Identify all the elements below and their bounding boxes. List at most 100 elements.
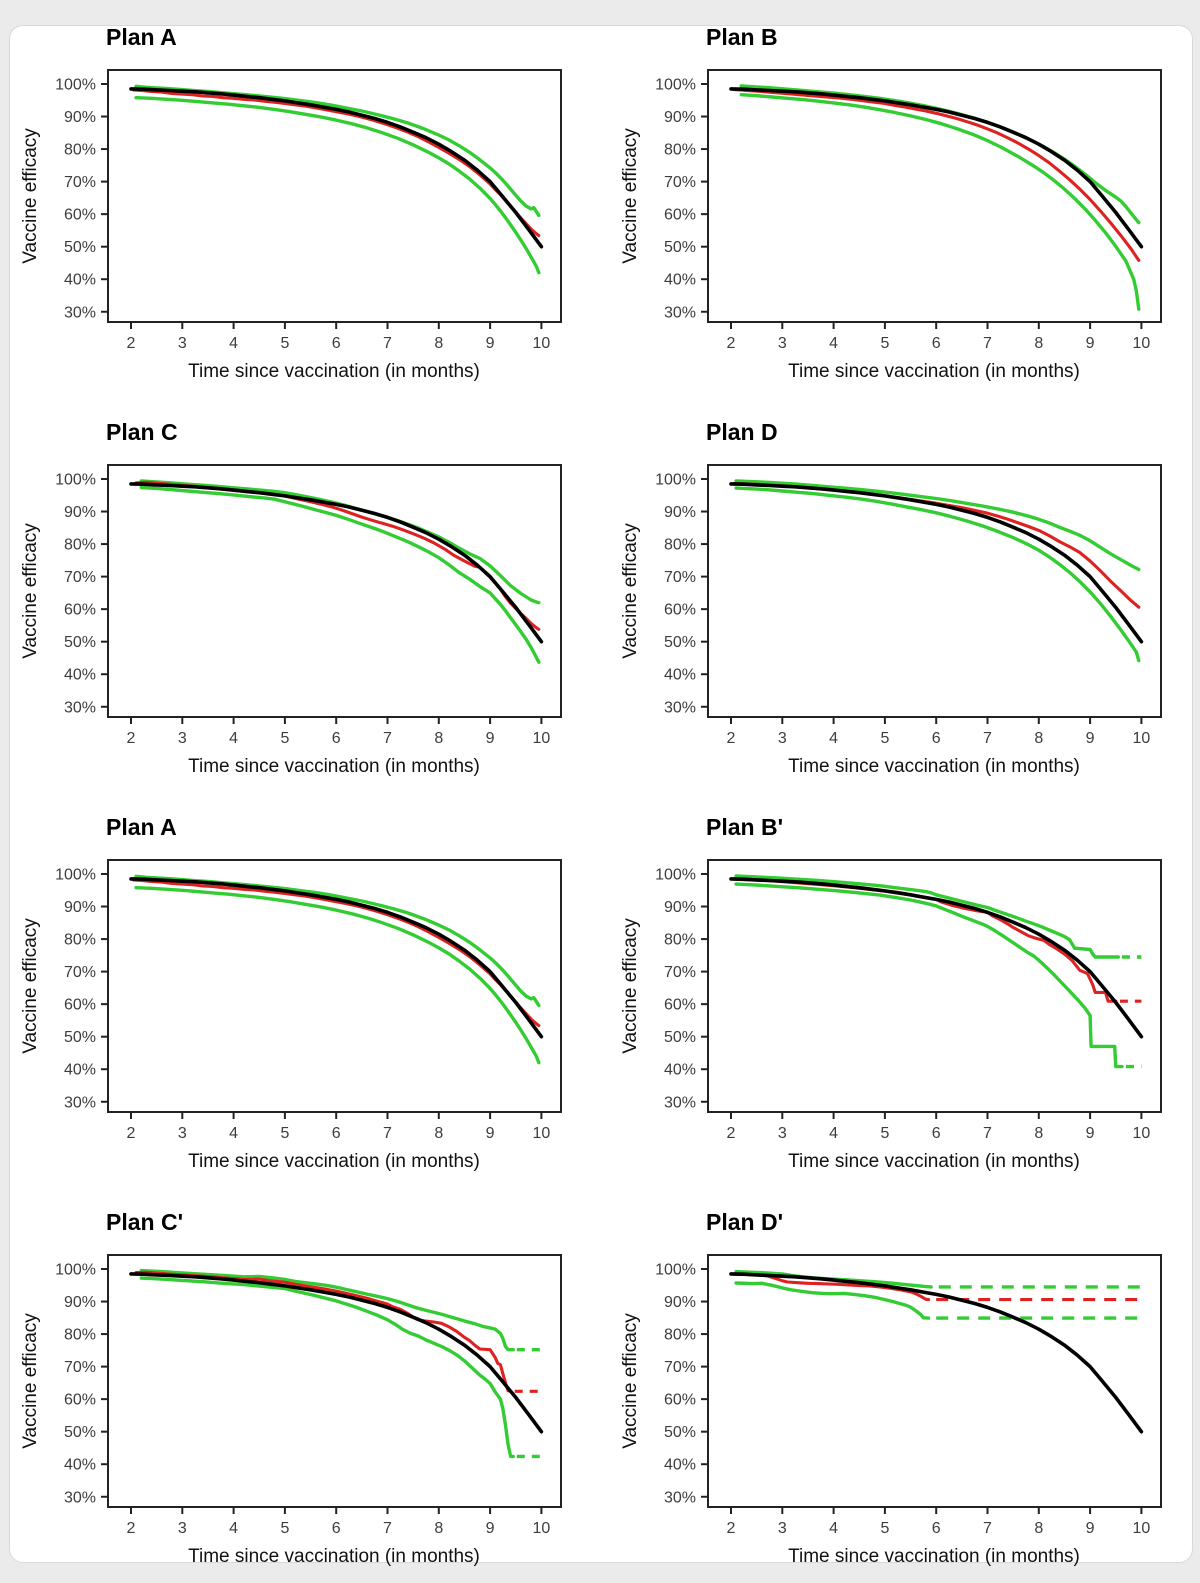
y-tick-label: 80% <box>664 537 696 554</box>
x-tick-label: 8 <box>1034 1520 1043 1537</box>
y-tick-label: 80% <box>664 1327 696 1344</box>
panel-plan-d-prime: Plan D' Vaccine efficacy Time since vacc… <box>600 1185 1200 1583</box>
chart-layer: 100% 90% 80% 70% 60% 50% 40% 30% 2 3 4 5 6 7 8 9 10 <box>655 69 1162 352</box>
x-tick-label: 2 <box>727 335 736 352</box>
y-tick-label: 90% <box>664 109 696 126</box>
plot-title: Plan A <box>106 814 177 840</box>
x-tick-label: 6 <box>932 1125 941 1142</box>
y-tick-label: 70% <box>64 174 96 191</box>
plot-plan-d: Plan D Vaccine efficacy Time since vacci… <box>620 419 1162 777</box>
series-lower-ci <box>734 486 1141 663</box>
y-tick-label: 40% <box>64 1062 96 1079</box>
y-tick-label: 50% <box>664 239 696 256</box>
x-tick-label: 10 <box>533 335 551 352</box>
y-tick-label: 60% <box>664 1392 696 1409</box>
x-tick-label: 10 <box>533 1125 551 1142</box>
y-tick-label: 50% <box>64 239 96 256</box>
x-tick-label: 3 <box>778 1125 787 1142</box>
y-axis-label: Vaccine efficacy <box>620 918 641 1054</box>
x-tick-label: 8 <box>434 1520 443 1537</box>
x-axis-label: Time since vaccination (in months) <box>788 756 1080 777</box>
x-tick-label: 5 <box>280 730 289 747</box>
x-tick-label: 7 <box>383 1125 392 1142</box>
y-tick-label: 40% <box>64 667 96 684</box>
y-tick-label: 70% <box>664 964 696 981</box>
y-axis-label: Vaccine efficacy <box>620 128 641 264</box>
x-tick-label: 7 <box>383 1520 392 1537</box>
chart-layer: 100% 90% 80% 70% 60% 50% 40% 30% 2 3 4 5 6 7 8 9 10 <box>55 69 562 352</box>
x-tick-label: 4 <box>229 730 238 747</box>
y-tick-label: 90% <box>664 899 696 916</box>
x-tick-label: 8 <box>434 730 443 747</box>
y-tick-label: 40% <box>64 272 96 289</box>
x-tick-label: 8 <box>434 335 443 352</box>
x-tick-label: 10 <box>1133 730 1151 747</box>
x-tick-label: 5 <box>280 1520 289 1537</box>
y-tick-label: 60% <box>664 207 696 224</box>
x-tick-label: 9 <box>486 1125 495 1142</box>
y-tick-label: 30% <box>664 1094 696 1111</box>
plot-plan-d-prime: Plan D' Vaccine efficacy Time since vacc… <box>620 1209 1162 1567</box>
x-tick-label: 7 <box>983 730 992 747</box>
x-tick-label: 5 <box>880 335 889 352</box>
x-tick-label: 5 <box>880 730 889 747</box>
y-tick-label: 40% <box>664 272 696 289</box>
y-tick-label: 40% <box>664 667 696 684</box>
x-tick-label: 6 <box>332 730 341 747</box>
y-tick-label: 30% <box>664 1489 696 1506</box>
y-tick-label: 90% <box>64 504 96 521</box>
x-tick-label: 3 <box>778 730 787 747</box>
y-tick-label: 50% <box>64 634 96 651</box>
x-tick-label: 2 <box>727 730 736 747</box>
y-axis-label: Vaccine efficacy <box>20 128 41 264</box>
x-tick-label: 3 <box>778 335 787 352</box>
y-tick-label: 100% <box>655 77 696 94</box>
y-tick-label: 80% <box>64 142 96 159</box>
x-tick-label: 9 <box>1086 1125 1095 1142</box>
x-tick-label: 2 <box>127 730 136 747</box>
x-tick-label: 7 <box>983 1125 992 1142</box>
x-tick-label: 6 <box>332 1520 341 1537</box>
x-tick-label: 9 <box>1086 1520 1095 1537</box>
y-tick-label: 100% <box>655 1262 696 1279</box>
series-lower-ci <box>739 92 1141 311</box>
x-tick-label: 8 <box>434 1125 443 1142</box>
y-tick-label: 80% <box>64 932 96 949</box>
x-tick-label: 7 <box>983 1520 992 1537</box>
x-tick-label: 7 <box>383 335 392 352</box>
y-tick-label: 90% <box>64 1294 96 1311</box>
x-tick-label: 10 <box>533 730 551 747</box>
y-tick-label: 30% <box>64 1489 96 1506</box>
series-lower-ci <box>139 1276 515 1459</box>
y-tick-label: 100% <box>655 867 696 884</box>
x-tick-label: 3 <box>178 1520 187 1537</box>
x-tick-label: 6 <box>932 335 941 352</box>
panel-plan-a: Plan A Vaccine efficacy Time since vacci… <box>0 0 600 398</box>
y-tick-label: 90% <box>64 899 96 916</box>
y-axis-label: Vaccine efficacy <box>20 918 41 1054</box>
plot-plan-b-prime: Plan B' Vaccine efficacy Time since vacc… <box>620 814 1162 1172</box>
y-tick-label: 100% <box>55 472 96 489</box>
y-tick-label: 80% <box>64 1327 96 1344</box>
y-tick-label: 100% <box>55 77 96 94</box>
y-tick-label: 70% <box>664 1359 696 1376</box>
series-true-efficacy <box>129 87 544 249</box>
y-tick-label: 90% <box>664 504 696 521</box>
panel-plan-c: Plan C Vaccine efficacy Time since vacci… <box>0 395 600 793</box>
x-axis-label: Time since vaccination (in months) <box>188 1546 480 1567</box>
plot-plan-c: Plan C Vaccine efficacy Time since vacci… <box>20 419 562 777</box>
x-tick-label: 3 <box>178 730 187 747</box>
chart-layer: 100% 90% 80% 70% 60% 50% 40% 30% 2 3 4 5 6 7 8 9 10 <box>655 464 1162 747</box>
x-tick-label: 5 <box>280 335 289 352</box>
plot-title: Plan A <box>106 24 177 50</box>
x-tick-label: 5 <box>880 1125 889 1142</box>
y-tick-label: 70% <box>64 569 96 586</box>
x-tick-label: 8 <box>1034 1125 1043 1142</box>
x-tick-label: 4 <box>229 1125 238 1142</box>
plot-title: Plan B <box>706 24 778 50</box>
x-tick-label: 9 <box>486 1520 495 1537</box>
y-tick-label: 100% <box>55 1262 96 1279</box>
y-tick-label: 50% <box>664 1424 696 1441</box>
y-tick-label: 90% <box>664 1294 696 1311</box>
